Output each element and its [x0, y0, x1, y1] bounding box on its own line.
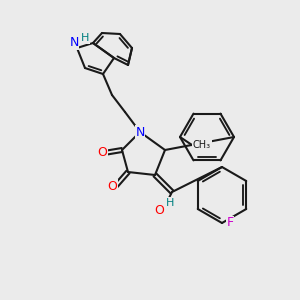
Text: O: O — [97, 146, 107, 160]
Text: CH₃: CH₃ — [193, 140, 211, 150]
Text: O: O — [107, 179, 117, 193]
Text: H: H — [81, 33, 89, 43]
Text: N: N — [135, 125, 145, 139]
Text: H: H — [166, 198, 174, 208]
Text: F: F — [226, 217, 234, 230]
Text: O: O — [154, 203, 164, 217]
Text: N: N — [69, 37, 79, 50]
